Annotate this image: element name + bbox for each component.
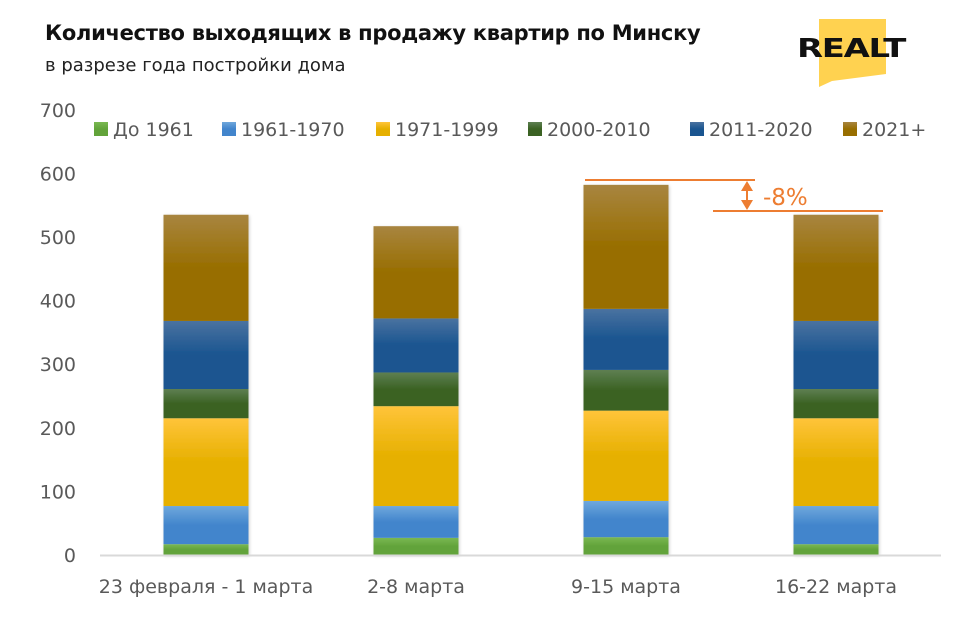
bar-segment-5 bbox=[583, 308, 669, 370]
legend-swatch bbox=[222, 122, 236, 136]
bar-segment-6 bbox=[373, 226, 459, 319]
bar-segment-3 bbox=[163, 418, 249, 507]
bar-segment-4 bbox=[793, 389, 879, 419]
legend-item: До 1961 bbox=[94, 119, 194, 141]
bar-segment-4 bbox=[583, 369, 669, 411]
y-tick-label: 0 bbox=[64, 545, 76, 567]
bar-stack bbox=[373, 226, 459, 555]
y-tick-label: 300 bbox=[40, 354, 76, 376]
x-axis-labels: 23 февраля - 1 марта 2-8 марта 9-15 марта 1… bbox=[99, 576, 897, 598]
logo-text: REALT bbox=[797, 34, 907, 64]
bar-segment-6 bbox=[583, 184, 669, 309]
annotation-label: -8% bbox=[763, 185, 808, 211]
y-tick-label: 200 bbox=[40, 418, 76, 440]
chart-subtitle: в разрезе года постройки дома bbox=[45, 55, 346, 76]
bar-stack bbox=[793, 214, 879, 555]
bar-segment-1 bbox=[163, 544, 249, 555]
x-tick-label: 9-15 марта bbox=[571, 576, 681, 598]
legend-item: 1961-1970 bbox=[222, 119, 345, 141]
chart-title: Количество выходящих в продажу квартир п… bbox=[45, 21, 701, 45]
legend-swatch bbox=[690, 122, 704, 136]
y-tick-label: 400 bbox=[40, 291, 76, 313]
legend-swatch bbox=[843, 122, 857, 136]
bar-segment-6 bbox=[793, 214, 879, 321]
legend-label: 1961-1970 bbox=[241, 119, 345, 141]
bar-segment-3 bbox=[583, 410, 669, 501]
legend-label: 2011-2020 bbox=[709, 119, 813, 141]
bar-segment-4 bbox=[373, 372, 459, 407]
y-axis-ticks: 0 100 200 300 400 500 600 700 bbox=[40, 100, 76, 567]
bar-segment-1 bbox=[583, 537, 669, 555]
bar-segment-2 bbox=[583, 500, 669, 538]
bar-segment-5 bbox=[793, 320, 879, 390]
bar-segment-5 bbox=[163, 320, 249, 390]
x-tick-label: 16-22 марта bbox=[775, 576, 897, 598]
legend-swatch bbox=[528, 122, 542, 136]
bar-stack bbox=[163, 214, 249, 555]
bar-segment-1 bbox=[793, 544, 879, 555]
realt-logo: REALT bbox=[797, 19, 908, 87]
legend-swatch bbox=[376, 122, 390, 136]
bar-segment-4 bbox=[163, 389, 249, 419]
legend-label: 2000-2010 bbox=[547, 119, 651, 141]
bar-segment-2 bbox=[373, 506, 459, 538]
x-tick-label: 23 февраля - 1 марта bbox=[99, 576, 313, 598]
bar-segment-2 bbox=[163, 506, 249, 545]
bar-segment-3 bbox=[373, 406, 459, 507]
bar-segment-3 bbox=[793, 418, 879, 507]
bar-segment-5 bbox=[373, 318, 459, 373]
y-tick-label: 700 bbox=[40, 100, 76, 122]
legend-item: 1971-1999 bbox=[376, 119, 499, 141]
legend-item: 2000-2010 bbox=[528, 119, 651, 141]
change-annotation: -8% bbox=[585, 179, 883, 212]
y-tick-label: 500 bbox=[40, 227, 76, 249]
y-tick-label: 600 bbox=[40, 163, 76, 185]
bar-segment-2 bbox=[793, 506, 879, 545]
legend-label: До 1961 bbox=[113, 119, 194, 141]
annotation-arrow-up-icon bbox=[741, 181, 753, 191]
bar-segment-6 bbox=[163, 214, 249, 321]
y-tick-label: 100 bbox=[40, 481, 76, 503]
legend-label: 2021+ bbox=[862, 119, 926, 141]
legend-label: 1971-1999 bbox=[395, 119, 499, 141]
legend-item: 2021+ bbox=[843, 119, 926, 141]
bar-segment-1 bbox=[373, 537, 459, 555]
x-tick-label: 2-8 марта bbox=[367, 576, 465, 598]
bars bbox=[163, 184, 879, 555]
legend-swatch bbox=[94, 122, 108, 136]
logo-yellow-shape bbox=[819, 19, 886, 87]
annotation-arrow-down-icon bbox=[741, 200, 753, 210]
legend-item: 2011-2020 bbox=[690, 119, 813, 141]
legend: До 1961 1961-1970 1971-1999 2000-2010 2011-2… bbox=[94, 119, 926, 141]
bar-stack bbox=[583, 184, 669, 555]
